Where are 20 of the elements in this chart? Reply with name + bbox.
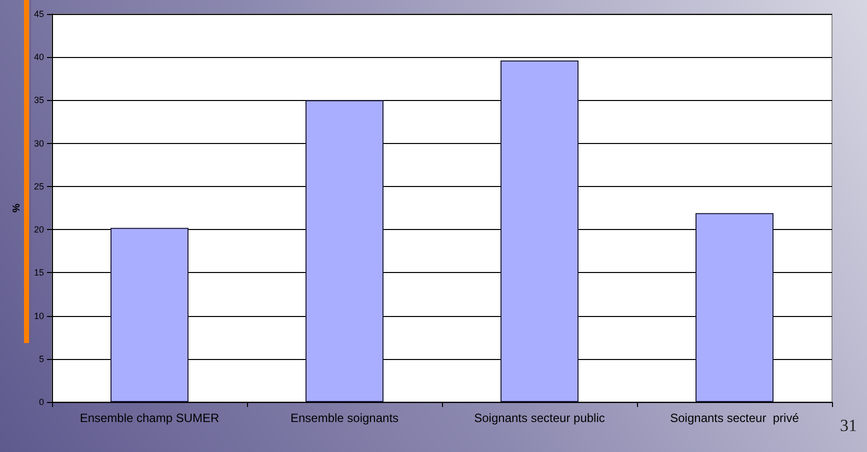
y-tick-label: 10 <box>34 310 44 321</box>
text: 31 <box>840 416 857 435</box>
x-tick-label: Soignants secteur public <box>474 411 605 425</box>
y-tick-label: 30 <box>34 138 44 148</box>
y-tick-label: 45 <box>34 9 44 19</box>
x-tick-label: Soignants secteur privé <box>670 411 800 425</box>
bar <box>306 100 384 402</box>
y-tick-label: 20 <box>34 224 44 235</box>
bar <box>500 60 578 402</box>
y-tick-label: 25 <box>34 181 44 192</box>
y-tick-label: 15 <box>34 268 44 278</box>
y-tick-label: 5 <box>38 354 44 364</box>
bar <box>110 228 188 402</box>
y-axis-title: % <box>12 203 22 212</box>
y-tick-label: 40 <box>34 52 44 62</box>
bar <box>696 213 774 402</box>
y-tick-label: 35 <box>34 95 44 106</box>
y-tick-label: 0 <box>38 397 44 407</box>
x-tick-label: Ensemble champ SUMER <box>80 411 220 425</box>
x-tick-label: Ensemble soignants <box>290 411 399 425</box>
